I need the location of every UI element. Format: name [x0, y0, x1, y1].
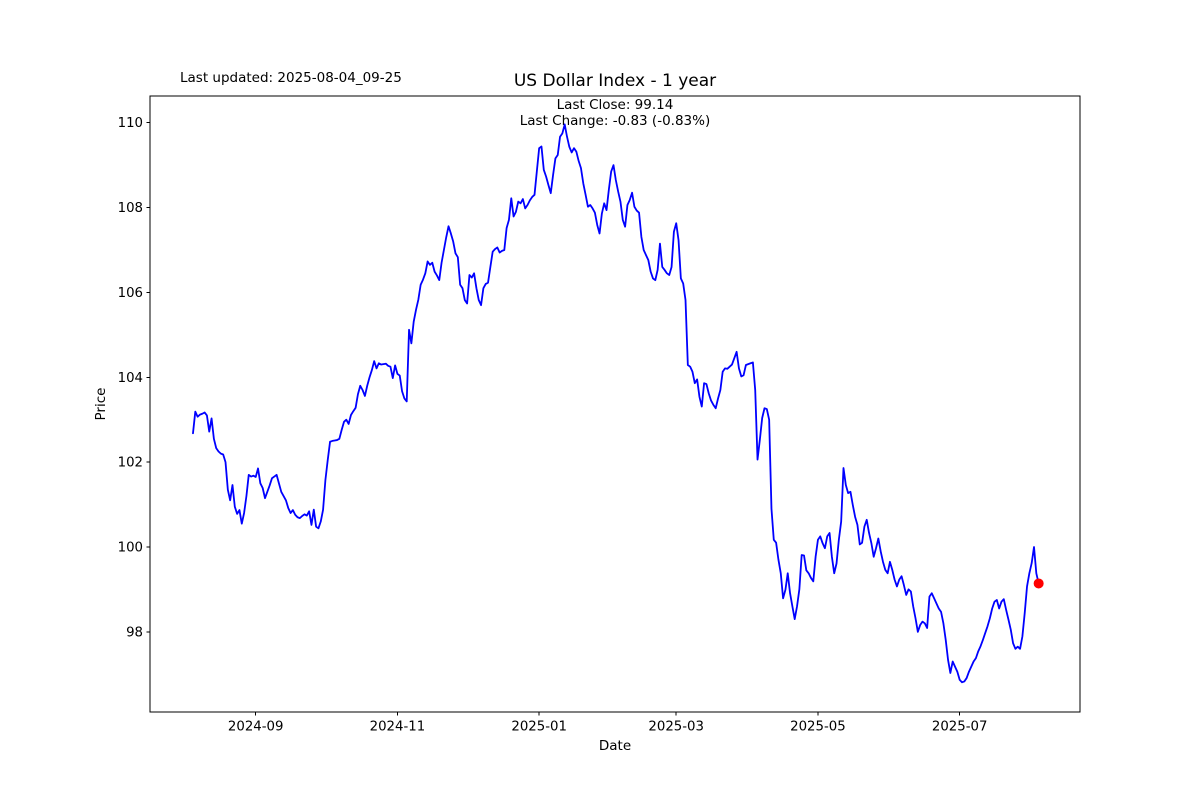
chart-title: US Dollar Index - 1 year — [513, 71, 717, 91]
x-tick-label: 2025-07 — [932, 720, 988, 735]
x-tick-label: 2025-03 — [648, 720, 704, 735]
annotation-last-change: Last Change: -0.83 (-0.83%) — [519, 112, 711, 129]
x-axis-ticks: 2024-09 2024-11 2025-01 2025-03 2025-05 2025-… — [228, 712, 988, 735]
x-tick-label: 2025-01 — [511, 720, 567, 735]
last-close-annotation: Last Close: 99.14 Last Change: -0.83 (-0… — [150, 97, 1080, 129]
y-tick-label: 110 — [118, 116, 143, 131]
y-axis-ticks: 98 100 102 104 106 108 110 — [118, 116, 150, 640]
y-tick-label: 106 — [118, 286, 143, 301]
y-tick-label: 98 — [126, 625, 143, 640]
y-tick-label: 100 — [118, 540, 143, 555]
x-tick-label: 2024-11 — [370, 720, 426, 735]
y-tick-label: 108 — [118, 201, 143, 216]
price-line — [192, 123, 1040, 684]
y-tick-label: 102 — [118, 456, 143, 471]
last-price-marker — [1033, 578, 1044, 589]
x-tick-label: 2024-09 — [228, 720, 284, 735]
y-tick-label: 104 — [118, 371, 143, 386]
x-axis-label: Date — [598, 738, 632, 754]
x-tick-label: 2025-05 — [790, 720, 846, 735]
axes-spines — [149, 95, 1081, 713]
last-updated-text: Last updated: 2025-08-04_09-25 — [180, 70, 402, 86]
annotation-last-close: Last Close: 99.14 — [556, 97, 674, 113]
